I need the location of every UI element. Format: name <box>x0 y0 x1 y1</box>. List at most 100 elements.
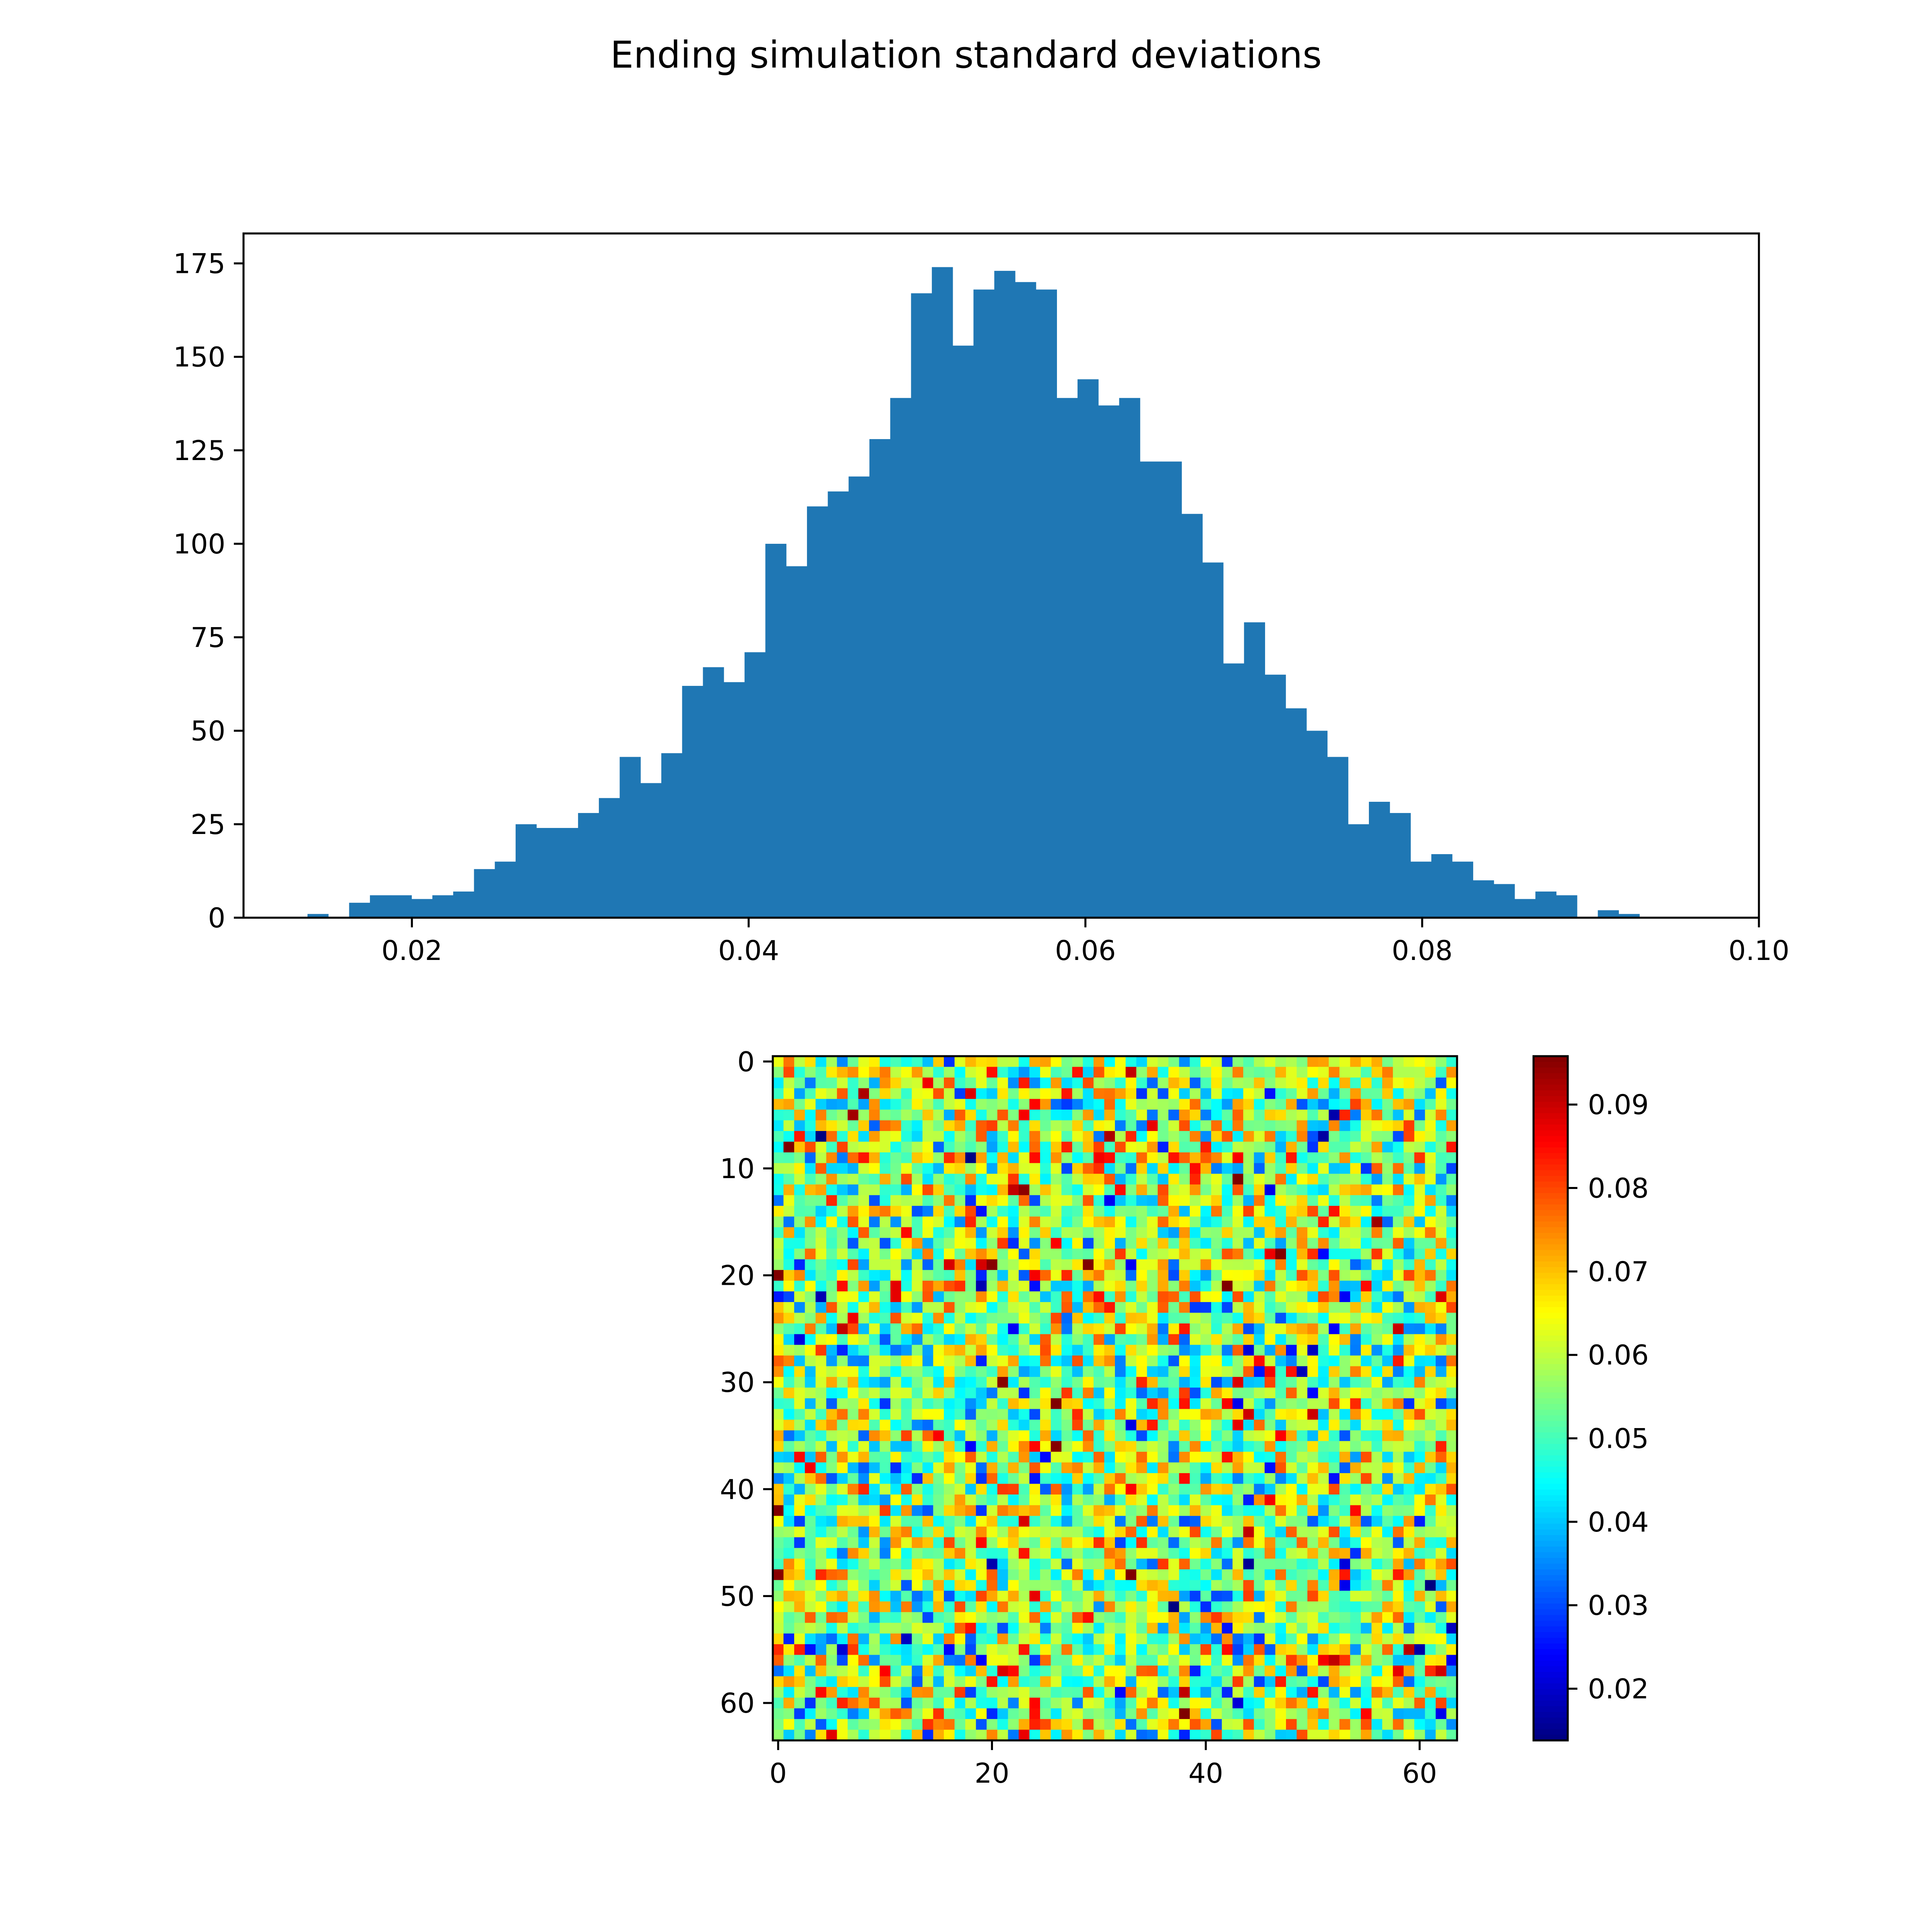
heatmap-cell <box>912 1355 923 1366</box>
heatmap-cell <box>805 1644 816 1655</box>
heatmap-cell <box>1051 1473 1062 1484</box>
heatmap-cell <box>1318 1612 1329 1623</box>
heatmap-cell <box>1232 1409 1244 1420</box>
heatmap-cell <box>1061 1666 1073 1677</box>
heatmap-cell <box>1179 1163 1190 1174</box>
colorbar-band <box>1534 1432 1568 1439</box>
heatmap-cell <box>773 1730 784 1741</box>
heatmap-cell <box>858 1569 869 1581</box>
heatmap-cell <box>1029 1077 1040 1089</box>
heatmap-cell <box>965 1216 976 1228</box>
heatmap-cell <box>1243 1291 1254 1302</box>
heatmap-cell <box>1061 1537 1073 1548</box>
heatmap-cell <box>1393 1067 1404 1078</box>
colorbar-band <box>1534 1712 1568 1718</box>
heatmap-cell <box>1404 1270 1415 1281</box>
heatmap-cell <box>997 1451 1008 1463</box>
heatmap-cell <box>1339 1633 1350 1645</box>
heatmap-cell <box>1072 1719 1083 1730</box>
heatmap-cell <box>944 1430 955 1441</box>
heatmap-cell <box>869 1184 880 1195</box>
heatmap-cell <box>1222 1430 1233 1441</box>
heatmap-cell <box>1158 1184 1169 1195</box>
heatmap-cell <box>1115 1666 1126 1677</box>
heatmap-cell <box>1425 1249 1436 1260</box>
heatmap-cell <box>805 1259 816 1270</box>
heatmap-cell <box>879 1666 891 1677</box>
heatmap-cell <box>1125 1377 1137 1388</box>
heatmap-cell <box>783 1280 795 1292</box>
heatmap-cell <box>1147 1377 1158 1388</box>
heatmap-cell <box>1115 1109 1126 1121</box>
heatmap-cell <box>944 1473 955 1484</box>
heatmap-cell <box>954 1420 966 1431</box>
heatmap-cell <box>1018 1580 1030 1591</box>
heatmap-cell <box>1404 1088 1415 1099</box>
heatmap-cell <box>1147 1109 1158 1121</box>
heatmap-cell <box>1104 1558 1115 1570</box>
heatmap-cell <box>1200 1291 1212 1302</box>
heatmap-cell <box>1264 1601 1276 1612</box>
heatmap-cell <box>1125 1249 1137 1260</box>
heatmap-cell <box>1051 1163 1062 1174</box>
heatmap-cell <box>954 1249 966 1260</box>
heatmap-cell <box>1029 1569 1040 1581</box>
heatmap-cell <box>1200 1270 1212 1281</box>
heatmap-cell <box>1093 1077 1105 1089</box>
heatmap-cell <box>1371 1109 1383 1121</box>
heatmap-cell <box>954 1099 966 1110</box>
colorbar-band <box>1534 1352 1568 1359</box>
heatmap-cell <box>1072 1216 1083 1228</box>
heatmap-cell <box>1296 1484 1308 1495</box>
heatmap-cell <box>1061 1708 1073 1719</box>
heatmap-cell <box>1264 1249 1276 1260</box>
heatmap-cell <box>1414 1067 1425 1078</box>
heatmap-cell <box>1435 1644 1447 1655</box>
heatmap-cell <box>1136 1366 1148 1377</box>
heatmap-cell <box>794 1302 805 1313</box>
heatmap-cell <box>1115 1131 1126 1142</box>
heatmap-cell <box>933 1270 944 1281</box>
heatmap-cell <box>1350 1548 1361 1559</box>
heatmap-cell <box>1404 1569 1415 1581</box>
heatmap-cell <box>1211 1056 1222 1067</box>
heatmap-cell <box>1404 1152 1415 1164</box>
heatmap-cell <box>1264 1067 1276 1078</box>
heatmap-cell <box>1329 1591 1340 1602</box>
heatmap-cell <box>1425 1516 1436 1527</box>
heatmap-cell <box>1104 1601 1115 1612</box>
heatmap-cell <box>1115 1259 1126 1270</box>
heatmap-cell <box>944 1366 955 1377</box>
heatmap-cell <box>794 1569 805 1581</box>
heatmap-cell <box>933 1548 944 1559</box>
heatmap-cell <box>1435 1633 1447 1645</box>
heatmap-cell <box>1104 1580 1115 1591</box>
heatmap-cell <box>858 1056 869 1067</box>
heatmap-cell <box>1371 1558 1383 1570</box>
heatmap-cell <box>1136 1109 1148 1121</box>
heatmap-cell <box>847 1366 859 1377</box>
heatmap-cell <box>1125 1163 1137 1174</box>
heatmap-cell <box>1018 1494 1030 1506</box>
heatmap-cell <box>783 1195 795 1206</box>
heatmap-cell <box>965 1377 976 1388</box>
heatmap-cell <box>1158 1420 1169 1431</box>
heatmap-cell <box>1115 1441 1126 1452</box>
heatmap-cell <box>1339 1313 1350 1324</box>
heatmap-cell <box>1243 1120 1254 1131</box>
heatmap-cell <box>1008 1409 1019 1420</box>
heatmap-cell <box>1072 1152 1083 1164</box>
colorbar-band <box>1534 1444 1568 1450</box>
heatmap-cell <box>1158 1120 1169 1131</box>
heatmap-cell <box>1200 1109 1212 1121</box>
heatmap-cell <box>1286 1141 1297 1153</box>
heatmap-cell <box>815 1216 827 1228</box>
heatmap-cell <box>987 1591 998 1602</box>
heatmap-cell <box>869 1067 880 1078</box>
heatmap-cell <box>783 1249 795 1260</box>
heatmap-cell <box>1061 1548 1073 1559</box>
heatmap-cell <box>1286 1516 1297 1527</box>
heatmap-cell <box>944 1644 955 1655</box>
heatmap-cell <box>1125 1056 1137 1067</box>
heatmap-cell <box>933 1345 944 1356</box>
